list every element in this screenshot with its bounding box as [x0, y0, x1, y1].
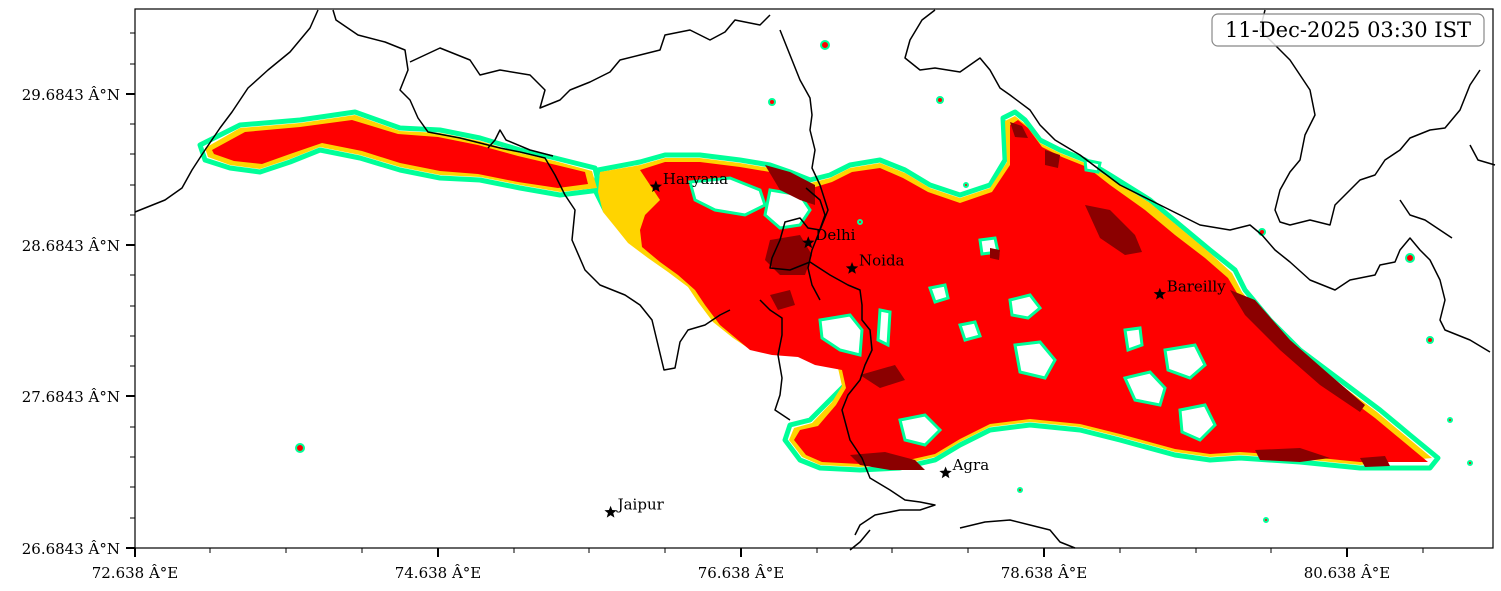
star-icon — [649, 180, 663, 193]
star-icon — [845, 262, 859, 274]
x-tick-label: 76.638 Â°E — [698, 564, 785, 582]
boundary-nepal-east — [1259, 9, 1481, 226]
y-tick-labels: 26.6843 Â°N 27.6843 Â°N 28.6843 Â°N 29.6… — [22, 86, 120, 558]
y-axis-ticks — [126, 32, 135, 549]
star-icon — [1153, 287, 1167, 300]
city-jaipur: Jaipur — [604, 495, 665, 518]
boundary-delhi-up — [769, 29, 936, 536]
y-tick-label: 28.6843 Â°N — [22, 237, 120, 255]
boundary-east-2 — [1469, 144, 1496, 166]
x-tick-label: 74.638 Â°E — [395, 564, 482, 582]
city-label: Bareilly — [1167, 277, 1226, 295]
boundary-rajasthan — [759, 299, 791, 421]
star-icon — [802, 236, 815, 249]
boundary-nepal — [904, 9, 1491, 353]
boundary-haryana — [487, 129, 554, 157]
city-label: Haryana — [663, 170, 728, 188]
city-label: Agra — [952, 456, 990, 474]
boundary-south-2 — [849, 529, 871, 551]
city-delhi: Delhi — [802, 226, 856, 249]
boundary-uttarakhand — [409, 14, 771, 109]
city-bareilly: Bareilly — [1153, 277, 1226, 300]
city-agra: Agra — [939, 456, 990, 479]
y-tick-label: 27.6843 Â°N — [22, 388, 120, 406]
x-tick-label: 78.638 Â°E — [1001, 564, 1088, 582]
boundary-south-1 — [959, 519, 1076, 549]
x-tick-labels: 72.638 Â°E 74.638 Â°E 76.638 Â°E 78.638 … — [92, 564, 1391, 582]
y-tick-label: 29.6843 Â°N — [22, 86, 120, 104]
timestamp-text: 11-Dec-2025 03:30 IST — [1225, 18, 1471, 42]
boundary-punjab — [332, 9, 731, 371]
city-label: Delhi — [815, 226, 855, 244]
contour-red-layer — [212, 120, 1428, 464]
boundary-northwest — [134, 9, 319, 213]
timestamp-box: 11-Dec-2025 03:30 IST — [1211, 13, 1485, 47]
boundary-lines — [134, 9, 1496, 551]
contour-darkred-layer — [765, 122, 1390, 470]
plot-frame — [134, 8, 1494, 549]
boundary-east-1 — [1399, 199, 1453, 239]
star-icon — [604, 505, 617, 518]
northwest-band-outline — [197, 109, 603, 198]
x-tick-label: 80.638 Â°E — [1304, 564, 1391, 582]
city-noida: Noida — [845, 252, 905, 274]
y-tick-label: 26.6843 Â°N — [22, 540, 120, 558]
city-label: Jaipur — [616, 495, 665, 513]
boundary-rj-up — [805, 187, 826, 301]
city-label: Noida — [859, 252, 905, 270]
city-haryana: Haryana — [649, 170, 728, 193]
star-icon — [939, 466, 952, 479]
x-tick-label: 72.638 Â°E — [92, 564, 179, 582]
speckle-layer — [295, 40, 1473, 523]
x-axis-ticks — [134, 548, 1424, 557]
